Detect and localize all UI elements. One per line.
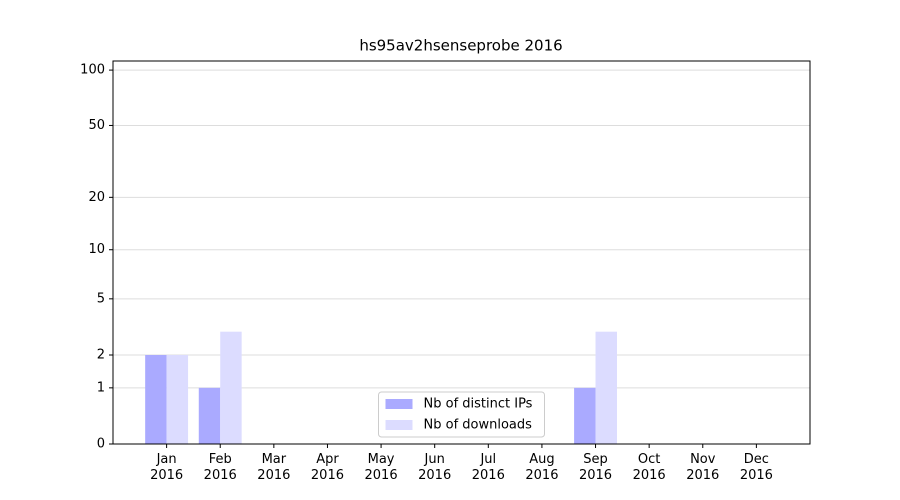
chart-title: hs95av2hsenseprobe 2016 bbox=[359, 37, 562, 55]
legend-swatch bbox=[385, 420, 413, 430]
bar bbox=[595, 331, 617, 444]
bar bbox=[198, 387, 221, 444]
x-tick-label: Jan 2016 bbox=[150, 452, 184, 483]
x-tick-label: Dec 2016 bbox=[739, 452, 773, 483]
y-tick-label: 100 bbox=[80, 63, 105, 78]
axes-frame bbox=[112, 60, 811, 445]
bar bbox=[574, 387, 596, 444]
y-tick-label: 1 bbox=[97, 380, 105, 395]
x-tick-label: Feb 2016 bbox=[203, 452, 237, 483]
legend: Nb of distinct IPs Nb of downloads bbox=[378, 391, 545, 438]
legend-swatch bbox=[385, 399, 413, 409]
x-tick-label: Apr 2016 bbox=[310, 452, 344, 483]
x-tick-label: Jul 2016 bbox=[471, 452, 505, 483]
y-tick-label: 20 bbox=[88, 190, 105, 205]
y-tick-label: 2 bbox=[97, 347, 105, 362]
legend-label: Nb of downloads bbox=[424, 418, 533, 433]
y-tick-label: 5 bbox=[97, 291, 105, 306]
x-tick-label: Aug 2016 bbox=[525, 452, 559, 483]
bar bbox=[166, 354, 189, 444]
bar bbox=[220, 331, 242, 444]
x-tick-label: Sep 2016 bbox=[578, 452, 613, 483]
bar bbox=[145, 354, 167, 444]
y-tick-label: 10 bbox=[88, 242, 105, 257]
x-tick-label: May 2016 bbox=[364, 452, 398, 483]
legend-label: Nb of distinct IPs bbox=[424, 397, 533, 412]
x-tick-label: Oct 2016 bbox=[632, 452, 666, 483]
x-tick-label: Nov 2016 bbox=[686, 452, 720, 483]
legend-box bbox=[378, 391, 545, 438]
x-tick-label: Jun 2016 bbox=[418, 452, 452, 483]
x-tick-label: Mar 2016 bbox=[257, 452, 291, 483]
y-tick-label: 50 bbox=[88, 118, 105, 133]
y-tick-label: 0 bbox=[97, 437, 105, 452]
